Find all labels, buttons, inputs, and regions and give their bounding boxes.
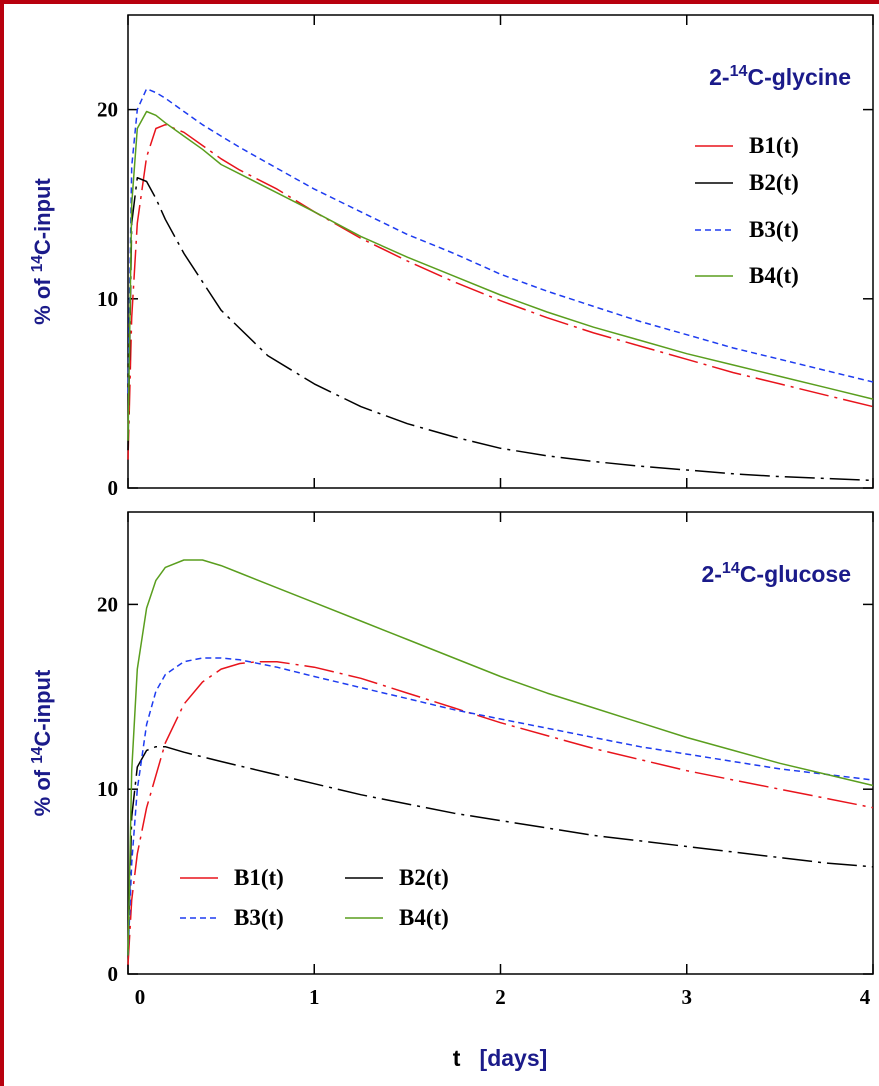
annotation-text-prefix: 2- (709, 64, 729, 90)
annotation-text: 2-14C-glucose (701, 559, 851, 587)
annotation-text-superscript: 14 (722, 559, 740, 577)
annotation-text-prefix: 2- (701, 561, 721, 587)
plot-frame (127, 14, 874, 489)
y-axis-label-suffix: C-input (30, 177, 55, 255)
x-axis-label-unit: [days] (480, 1045, 548, 1071)
y-tick-label: 0 (108, 476, 119, 500)
y-tick-label: 20 (97, 98, 118, 122)
y-tick-label: 10 (97, 777, 118, 801)
y-axis-label: % of 14C-input (29, 177, 56, 324)
series-line-b3t (127, 657, 874, 956)
annotation-text-superscript: 14 (730, 62, 748, 80)
x-tick-label: 0 (135, 985, 146, 1009)
plot-frame (127, 511, 874, 975)
legend-label: B2(t) (749, 170, 799, 195)
y-axis-label-suffix: C-input (30, 669, 55, 747)
x-tick-label: 2 (495, 985, 506, 1009)
y-tick-label: 0 (108, 962, 119, 986)
x-tick-label: 1 (309, 985, 320, 1009)
annotation-text-suffix: C-glycine (747, 64, 851, 90)
legend-label: B3(t) (749, 217, 799, 242)
series-line-b2t (127, 745, 874, 956)
series-line-b4t (127, 559, 874, 956)
x-tick-label: 4 (860, 985, 871, 1009)
legend-label: B2(t) (399, 865, 449, 890)
y-tick-label: 20 (97, 592, 118, 616)
x-axis-label-variable: t (453, 1045, 461, 1071)
legend-label: B4(t) (749, 263, 799, 288)
legend: B1(t) B2(t) B3(t) B4(t) (180, 865, 449, 930)
x-axis-label-gap (460, 1045, 479, 1071)
series-line-b2t (127, 176, 874, 482)
annotation-text-suffix: C-glucose (740, 561, 851, 587)
x-tick-label: 3 (682, 985, 693, 1009)
series-line-b4t (127, 110, 874, 441)
series-line-b1t (127, 123, 874, 460)
y-axis-label-prefix: % of (30, 272, 55, 325)
y-tick-label: 10 (97, 287, 118, 311)
y-axis-label-prefix: % of (30, 764, 55, 817)
annotation-text: 2-14C-glycine (709, 62, 851, 90)
legend: B1(t) B2(t) B3(t) B4(t) (695, 133, 799, 288)
y-axis-label: % of 14C-input (29, 669, 56, 816)
legend-label: B4(t) (399, 905, 449, 930)
x-axis-label: t [days] (453, 1045, 548, 1071)
legend-label: B3(t) (234, 905, 284, 930)
series-line-b3t (127, 88, 874, 394)
y-axis-label-superscript: 14 (29, 255, 46, 273)
legend-label: B1(t) (234, 865, 284, 890)
legend-label: B1(t) (749, 133, 799, 158)
y-axis-label-superscript: 14 (29, 746, 46, 764)
